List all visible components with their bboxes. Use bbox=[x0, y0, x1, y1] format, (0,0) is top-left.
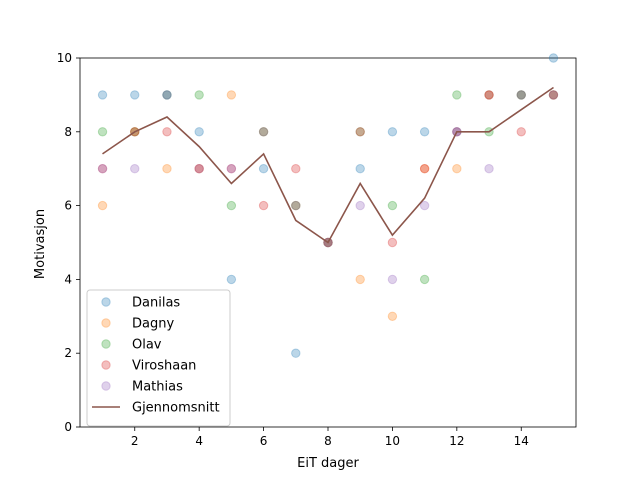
y-tick-label: 4 bbox=[64, 272, 72, 286]
point-mathias bbox=[291, 200, 301, 211]
x-tick-label: 12 bbox=[449, 434, 464, 448]
x-tick-label: 2 bbox=[131, 434, 139, 448]
point-olav bbox=[355, 127, 365, 137]
point-mathias bbox=[516, 90, 526, 100]
point-dagny bbox=[355, 274, 365, 285]
legend-label-viroshaan: Viroshaan bbox=[132, 359, 196, 374]
y-tick-label: 0 bbox=[64, 420, 72, 434]
point-dagny bbox=[291, 200, 301, 211]
point-dagny bbox=[97, 200, 108, 211]
point-danilas bbox=[226, 274, 237, 285]
point-olav bbox=[226, 200, 237, 211]
x-tick-label: 4 bbox=[195, 434, 203, 448]
y-axis-label-group: Motivasjon bbox=[33, 209, 48, 279]
point-danilas bbox=[419, 127, 430, 137]
y-tick-label: 10 bbox=[57, 51, 72, 65]
legend-swatch-danilas bbox=[101, 297, 111, 307]
point-olav bbox=[194, 90, 204, 100]
y-tick-label: 6 bbox=[64, 199, 72, 213]
point-danilas bbox=[484, 90, 494, 100]
point-mathias bbox=[484, 164, 494, 174]
point-mathias bbox=[130, 164, 140, 174]
point-danilas bbox=[387, 127, 398, 137]
point-olav bbox=[452, 90, 462, 100]
point-viroshaan bbox=[194, 164, 204, 174]
point-danilas bbox=[516, 90, 526, 100]
legend-label-gjennomsnitt: Gjennomsnitt bbox=[132, 401, 220, 416]
legend-swatch-mathias bbox=[101, 381, 111, 391]
point-mathias bbox=[355, 200, 365, 211]
point-viroshaan bbox=[291, 164, 301, 174]
point-dagny bbox=[226, 90, 237, 100]
x-tick-label: 8 bbox=[324, 434, 332, 448]
point-mathias bbox=[258, 127, 269, 137]
point-olav bbox=[162, 90, 172, 100]
point-dagny bbox=[419, 164, 430, 174]
legend-swatch-dagny bbox=[101, 318, 111, 328]
point-mathias bbox=[97, 164, 108, 174]
point-danilas bbox=[97, 90, 108, 100]
point-viroshaan bbox=[484, 90, 494, 100]
legend-swatch-viroshaan bbox=[101, 360, 111, 370]
x-axis-label: EiT dager bbox=[297, 456, 359, 471]
legend-label-mathias: Mathias bbox=[132, 380, 183, 395]
point-viroshaan bbox=[226, 164, 237, 174]
point-viroshaan bbox=[387, 237, 398, 248]
point-danilas bbox=[355, 164, 365, 174]
legend-label-danilas: Danilas bbox=[132, 296, 180, 311]
legend-frame bbox=[86, 289, 231, 427]
point-danilas bbox=[194, 127, 204, 137]
point-olav bbox=[387, 200, 398, 211]
x-tick-label: 14 bbox=[514, 434, 529, 448]
y-tick-label: 2 bbox=[64, 346, 72, 360]
point-viroshaan bbox=[97, 164, 108, 174]
legend: Danilas Dagny Olav Viroshaan Mathias Gjennoms… bbox=[86, 289, 231, 427]
point-olav bbox=[97, 127, 108, 137]
plot-area: 2 4 6 8 10 12 14 0 2 4 6 8 10 bbox=[57, 51, 577, 448]
point-mathias bbox=[194, 164, 204, 174]
point-viroshaan bbox=[419, 164, 430, 174]
point-mathias bbox=[162, 90, 172, 100]
x-tick-label: 6 bbox=[260, 434, 268, 448]
point-dagny bbox=[194, 164, 204, 174]
y-axis-label: Motivasjon bbox=[33, 209, 48, 279]
point-danilas bbox=[258, 164, 269, 174]
legend-label-olav: Olav bbox=[132, 338, 162, 353]
point-mathias bbox=[419, 200, 430, 211]
point-viroshaan bbox=[258, 200, 269, 211]
point-olav bbox=[419, 274, 430, 285]
point-dagny bbox=[258, 127, 269, 137]
legend-label-dagny: Dagny bbox=[132, 317, 174, 332]
point-viroshaan bbox=[355, 127, 365, 137]
point-dagny bbox=[548, 90, 559, 100]
point-danilas bbox=[130, 90, 140, 100]
point-danilas bbox=[548, 53, 559, 63]
point-dagny bbox=[162, 164, 172, 174]
series-line-gjennomsnitt bbox=[102, 86, 554, 244]
point-olav bbox=[516, 90, 526, 100]
point-danilas bbox=[291, 348, 301, 358]
point-dagny bbox=[484, 90, 494, 100]
point-dagny bbox=[452, 164, 462, 174]
point-dagny bbox=[387, 311, 398, 321]
point-olav bbox=[291, 200, 301, 211]
point-viroshaan bbox=[516, 127, 526, 137]
y-tick-label: 8 bbox=[64, 125, 72, 139]
point-mathias bbox=[387, 274, 398, 285]
point-olav bbox=[548, 90, 559, 100]
legend-swatch-olav bbox=[101, 339, 111, 349]
point-mathias bbox=[226, 164, 237, 174]
point-viroshaan bbox=[548, 90, 559, 100]
point-dagny bbox=[516, 90, 526, 100]
point-danilas bbox=[162, 90, 172, 100]
point-mathias bbox=[548, 90, 559, 100]
point-olav bbox=[258, 127, 269, 137]
x-tick-label: 10 bbox=[385, 434, 400, 448]
point-viroshaan bbox=[162, 127, 172, 137]
